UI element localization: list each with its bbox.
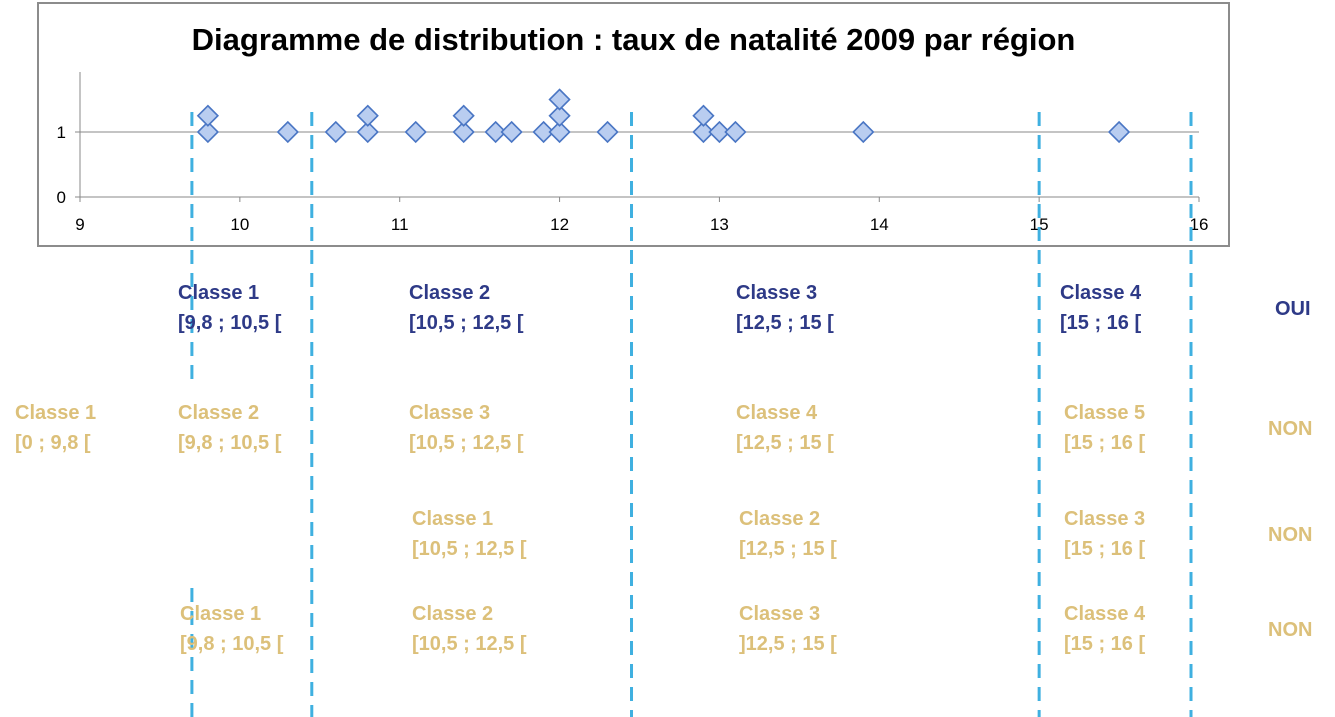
row1-class2-label: Classe 2 [10,5 ; 12,5 [ — [409, 282, 524, 334]
data-point — [852, 120, 875, 144]
data-point — [548, 120, 571, 144]
data-point — [276, 120, 299, 144]
row2-class3-label: Classe 3 [10,5 ; 12,5 [ — [409, 402, 524, 454]
y-tick-label: 0 — [57, 188, 66, 207]
data-point — [548, 104, 571, 127]
data-point — [196, 104, 220, 127]
x-tick-label: 14 — [870, 215, 889, 234]
row4-class4-label: Classe 4 [15 ; 16 [ — [1064, 603, 1146, 655]
row3-verdict: NON — [1268, 524, 1313, 546]
data-point — [484, 120, 507, 144]
row2-class4-label: Classe 4 [12,5 ; 15 [ — [736, 402, 834, 454]
row4-class2-label: Classe 2 [10,5 ; 12,5 [ — [412, 603, 527, 655]
data-point — [500, 120, 523, 144]
row3-class3-label: Classe 3 [15 ; 16 [ — [1064, 508, 1146, 560]
data-point — [1107, 120, 1131, 144]
data-point — [356, 120, 379, 144]
scatter-plot: 0 1 9 10 11 12 13 14 15 16 — [57, 72, 1209, 234]
row1-verdict: OUI — [1275, 298, 1311, 320]
x-tick-label: 9 — [75, 215, 84, 234]
data-point — [532, 120, 555, 144]
data-point — [452, 120, 475, 144]
data-point — [596, 120, 619, 144]
data-point — [548, 88, 571, 111]
chart-frame — [37, 2, 1230, 247]
x-tick-label: 11 — [391, 215, 409, 234]
data-point — [324, 120, 347, 144]
row2-class2-label: Classe 2 [9,8 ; 10,5 [ — [178, 402, 282, 454]
x-tick-label: 13 — [710, 215, 729, 234]
data-point — [692, 104, 715, 127]
row2-class1-label: Classe 1 [0 ; 9,8 [ — [15, 402, 97, 454]
data-point — [452, 104, 475, 127]
row1-class1-label: Classe 1 [9,8 ; 10,5 [ — [178, 282, 282, 334]
row4-class3-label: Classe 3]12,5 ; 15 [ — [739, 603, 837, 655]
data-point — [404, 120, 427, 144]
data-point — [724, 120, 747, 144]
row3-class2-label: Classe 2 [12,5 ; 15 [ — [739, 508, 837, 560]
row2-verdict: NON — [1268, 418, 1313, 440]
row2-class5-label: Classe 5 [15 ; 16 [ — [1064, 402, 1146, 454]
data-point — [196, 120, 220, 144]
x-tick-label: 15 — [1030, 215, 1049, 234]
x-tick-label: 12 — [550, 215, 569, 234]
row1-class4-label: Classe 4 [15 ; 16 [ — [1060, 282, 1142, 334]
y-tick-label: 1 — [57, 123, 66, 142]
data-point — [692, 120, 715, 144]
data-point — [356, 104, 379, 127]
row4-verdict: NON — [1268, 619, 1313, 641]
row1-class3-label: Classe 3 [12,5 ; 15 [ — [736, 282, 834, 334]
x-tick-label: 16 — [1190, 215, 1209, 234]
x-tick-label: 10 — [230, 215, 249, 234]
chart-title: Diagramme de distribution : taux de nata… — [191, 22, 1076, 57]
row3-class1-label: Classe 1 [10,5 ; 12,5 [ — [412, 508, 527, 560]
row4-class1-label: Classe 1 [9,8 ; 10,5 [ — [180, 603, 284, 655]
data-point — [708, 120, 731, 144]
